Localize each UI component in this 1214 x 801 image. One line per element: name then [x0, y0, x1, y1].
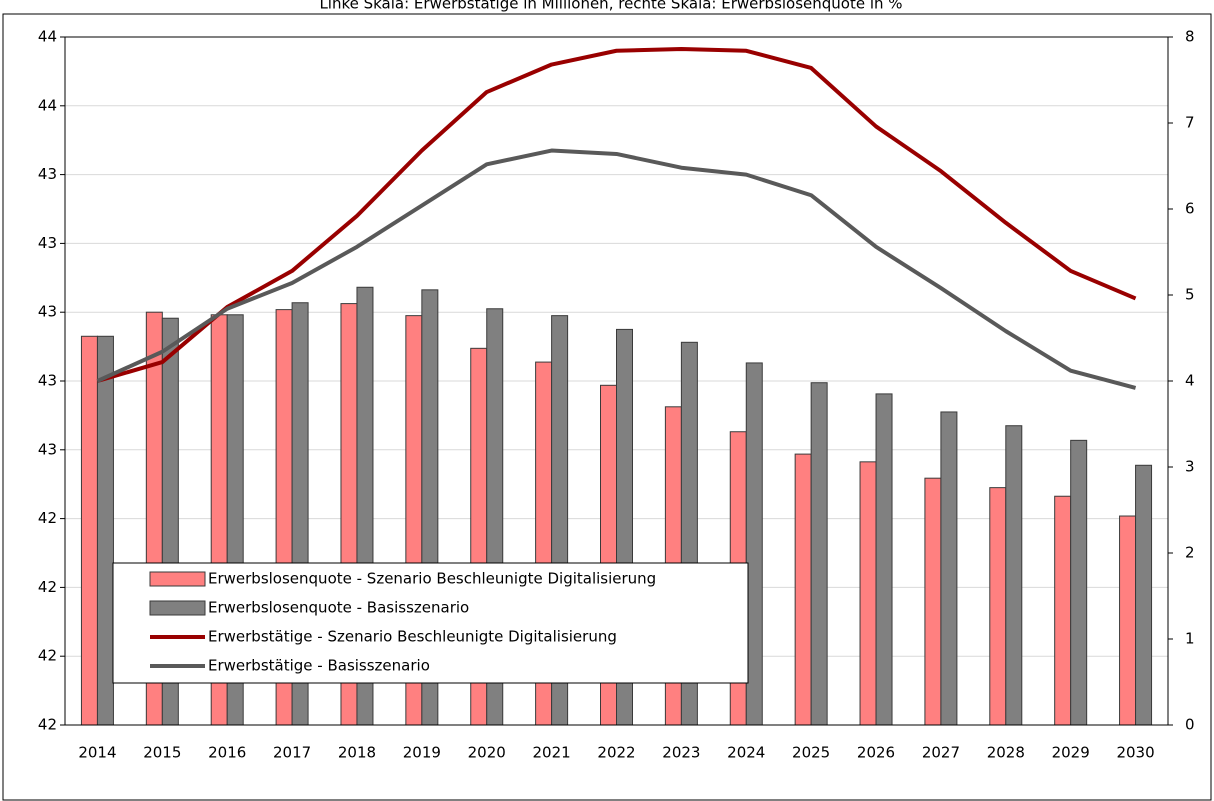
line	[96, 148, 1137, 390]
x-tick-label: 2028	[987, 744, 1025, 762]
y-tick-label: 43	[38, 165, 57, 183]
legend-swatch	[149, 600, 206, 616]
bar	[1135, 464, 1153, 726]
y2-tick-label: 6	[1185, 200, 1195, 218]
x-tick-label: 2014	[78, 744, 116, 762]
legend-label: Erwerbslosenquote - Szenario Beschleunig…	[208, 570, 656, 588]
y-tick-label: 42	[38, 716, 57, 734]
y-tick-label: 43	[38, 372, 57, 390]
y-tick-label: 43	[38, 303, 57, 321]
y2-tick-label: 3	[1185, 458, 1195, 476]
bar	[1054, 495, 1072, 726]
x-tick-label: 2020	[468, 744, 506, 762]
bar	[875, 393, 893, 726]
legend-label: Erwerbstätige - Szenario Beschleunigte D…	[208, 628, 617, 646]
x-tick-label: 2025	[792, 744, 830, 762]
legend-label: Erwerbslosenquote - Basisszenario	[208, 599, 469, 617]
y-tick-label: 43	[38, 440, 57, 458]
y-tick-label: 44	[38, 96, 57, 114]
legend-swatch	[149, 571, 206, 587]
x-tick-label: 2024	[727, 744, 765, 762]
x-tick-label: 2027	[922, 744, 960, 762]
x-tick-label: 2015	[143, 744, 181, 762]
bar	[745, 362, 763, 726]
y2-tick-label: 2	[1185, 544, 1195, 562]
bar	[810, 382, 828, 726]
legend-box	[112, 562, 749, 684]
x-tick-label: 2019	[403, 744, 441, 762]
x-tick-label: 2023	[662, 744, 700, 762]
bar	[859, 461, 877, 726]
bar	[794, 453, 812, 726]
x-tick-label: 2022	[597, 744, 635, 762]
x-tick-label: 2029	[1052, 744, 1090, 762]
y2-tick-label: 5	[1185, 286, 1195, 304]
y2-tick-label: 1	[1185, 630, 1195, 648]
bar	[1005, 425, 1023, 726]
chart-title: Linke Skala: Erwerbstätige in Millionen,…	[319, 0, 902, 13]
x-tick-label: 2016	[208, 744, 246, 762]
line	[96, 47, 1137, 383]
y2-tick-label: 0	[1185, 716, 1195, 734]
y2-tick-label: 4	[1185, 372, 1195, 390]
y-tick-label: 42	[38, 578, 57, 596]
bar	[96, 335, 114, 726]
legend-label: Erwerbstätige - Basisszenario	[208, 657, 430, 675]
y-tick-label: 44	[38, 28, 57, 46]
y2-tick-label: 7	[1185, 114, 1195, 132]
x-tick-label: 2017	[273, 744, 311, 762]
bar	[80, 335, 98, 726]
bar	[940, 411, 958, 726]
x-tick-label: 2026	[857, 744, 895, 762]
y-tick-label: 42	[38, 509, 57, 527]
y2-tick-label: 8	[1185, 28, 1195, 46]
x-tick-label: 2021	[533, 744, 571, 762]
x-tick-label: 2030	[1116, 744, 1154, 762]
bar	[924, 477, 942, 726]
bar	[989, 487, 1007, 726]
x-tick-label: 2018	[338, 744, 376, 762]
bar	[1070, 439, 1088, 726]
y-tick-label: 43	[38, 234, 57, 252]
bar	[1119, 515, 1137, 726]
y-tick-label: 42	[38, 647, 57, 665]
